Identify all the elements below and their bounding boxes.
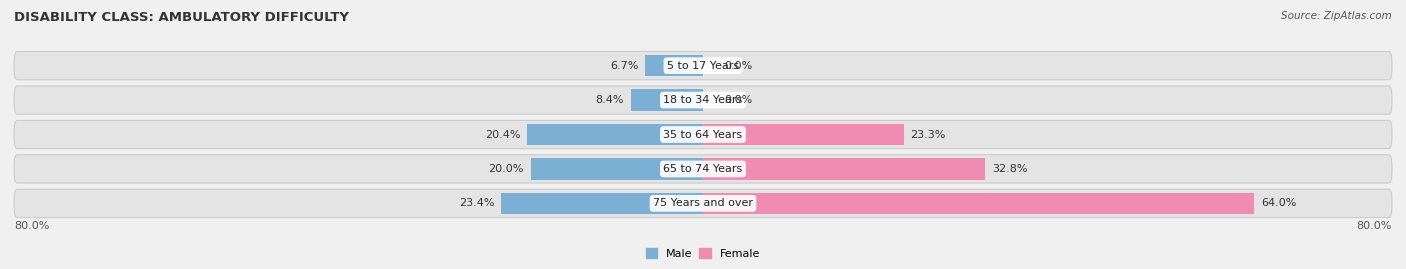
Bar [631, 89, 703, 111]
Text: 0.0%: 0.0% [724, 61, 752, 71]
Text: 5 to 17 Years: 5 to 17 Years [666, 61, 740, 71]
Text: 75 Years and over: 75 Years and over [652, 198, 754, 208]
Text: 0.0%: 0.0% [724, 95, 752, 105]
Text: 18 to 34 Years: 18 to 34 Years [664, 95, 742, 105]
Bar [703, 158, 986, 180]
Text: DISABILITY CLASS: AMBULATORY DIFFICULTY: DISABILITY CLASS: AMBULATORY DIFFICULTY [14, 11, 349, 24]
FancyBboxPatch shape [14, 189, 1392, 217]
Legend: Male, Female: Male, Female [641, 244, 765, 263]
FancyBboxPatch shape [14, 86, 1392, 114]
Text: 23.4%: 23.4% [460, 198, 495, 208]
Text: 80.0%: 80.0% [1357, 221, 1392, 231]
Text: 20.4%: 20.4% [485, 129, 520, 140]
Text: 65 to 74 Years: 65 to 74 Years [664, 164, 742, 174]
Text: 80.0%: 80.0% [14, 221, 49, 231]
Text: 35 to 64 Years: 35 to 64 Years [664, 129, 742, 140]
Bar [531, 158, 703, 180]
Bar [502, 193, 703, 214]
Bar [527, 124, 703, 145]
Bar [645, 55, 703, 76]
Text: 20.0%: 20.0% [488, 164, 524, 174]
Text: 8.4%: 8.4% [595, 95, 624, 105]
Text: 23.3%: 23.3% [911, 129, 946, 140]
FancyBboxPatch shape [14, 121, 1392, 148]
Bar [703, 124, 904, 145]
Text: Source: ZipAtlas.com: Source: ZipAtlas.com [1281, 11, 1392, 21]
Text: 32.8%: 32.8% [993, 164, 1028, 174]
Bar [703, 193, 1254, 214]
FancyBboxPatch shape [14, 155, 1392, 183]
Text: 6.7%: 6.7% [610, 61, 638, 71]
Text: 64.0%: 64.0% [1261, 198, 1296, 208]
FancyBboxPatch shape [14, 52, 1392, 80]
